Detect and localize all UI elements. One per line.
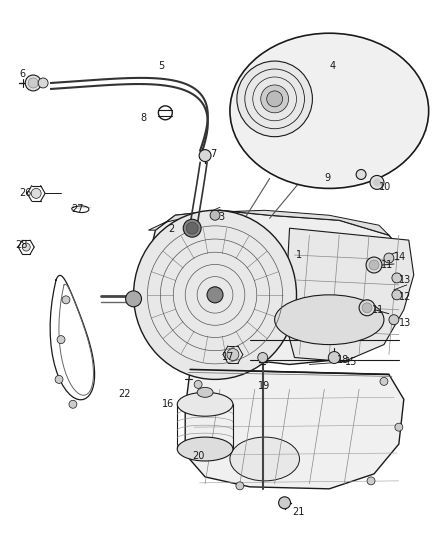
Circle shape (279, 497, 290, 508)
Text: 12: 12 (399, 292, 411, 302)
Text: 14: 14 (394, 252, 406, 262)
Circle shape (258, 352, 268, 362)
Circle shape (362, 303, 372, 313)
Text: 15: 15 (345, 357, 357, 367)
Circle shape (69, 400, 77, 408)
Text: 19: 19 (258, 382, 270, 391)
Circle shape (392, 290, 402, 300)
Circle shape (265, 71, 275, 81)
Ellipse shape (275, 295, 384, 345)
Text: 11: 11 (372, 305, 384, 315)
Ellipse shape (230, 33, 429, 188)
Text: 9: 9 (324, 173, 330, 183)
Text: 13: 13 (399, 318, 411, 328)
Circle shape (267, 91, 283, 107)
Text: 2: 2 (168, 224, 175, 234)
Circle shape (199, 150, 211, 161)
Circle shape (210, 211, 220, 220)
Circle shape (183, 219, 201, 237)
Text: 18: 18 (337, 354, 350, 365)
Text: 7: 7 (210, 149, 216, 159)
Circle shape (28, 78, 38, 88)
Polygon shape (185, 369, 404, 489)
Ellipse shape (230, 437, 300, 481)
Text: 5: 5 (159, 61, 165, 71)
Circle shape (367, 477, 375, 485)
Text: 3: 3 (218, 212, 224, 222)
Polygon shape (285, 228, 414, 361)
Circle shape (227, 349, 239, 360)
Circle shape (380, 377, 388, 385)
Circle shape (392, 273, 402, 283)
Text: 1: 1 (296, 250, 302, 260)
Ellipse shape (177, 437, 233, 461)
Circle shape (207, 287, 223, 303)
Circle shape (395, 423, 403, 431)
Text: 4: 4 (329, 61, 336, 71)
Circle shape (55, 375, 63, 383)
Text: 11: 11 (381, 260, 393, 270)
Text: 20: 20 (192, 451, 205, 461)
Circle shape (237, 61, 312, 136)
Circle shape (126, 291, 141, 307)
Circle shape (194, 381, 202, 389)
Ellipse shape (134, 211, 297, 379)
Circle shape (366, 257, 382, 273)
Text: 28: 28 (15, 240, 28, 250)
Circle shape (25, 75, 41, 91)
Text: 13: 13 (399, 275, 411, 285)
Polygon shape (141, 211, 409, 365)
Ellipse shape (177, 392, 233, 416)
Text: 21: 21 (293, 507, 305, 516)
Circle shape (236, 482, 244, 490)
Circle shape (194, 450, 202, 458)
Circle shape (38, 78, 48, 88)
Text: 6: 6 (19, 69, 25, 79)
Polygon shape (148, 211, 389, 235)
Text: 16: 16 (162, 399, 175, 409)
Circle shape (22, 243, 30, 251)
Circle shape (31, 188, 41, 198)
Circle shape (384, 253, 394, 263)
Text: 22: 22 (119, 389, 131, 399)
Text: 26: 26 (19, 188, 32, 198)
Text: 8: 8 (141, 113, 147, 123)
Circle shape (356, 169, 366, 180)
Circle shape (62, 296, 70, 304)
Text: 17: 17 (222, 352, 234, 361)
Circle shape (370, 175, 384, 189)
Circle shape (261, 85, 289, 113)
Circle shape (328, 352, 340, 364)
Text: 27: 27 (71, 204, 84, 214)
Circle shape (389, 315, 399, 325)
Circle shape (359, 300, 375, 316)
Text: 10: 10 (379, 182, 391, 192)
Ellipse shape (197, 387, 213, 397)
Circle shape (186, 222, 198, 234)
Circle shape (369, 260, 379, 270)
Ellipse shape (232, 35, 427, 187)
Circle shape (373, 179, 381, 187)
Circle shape (57, 336, 65, 344)
